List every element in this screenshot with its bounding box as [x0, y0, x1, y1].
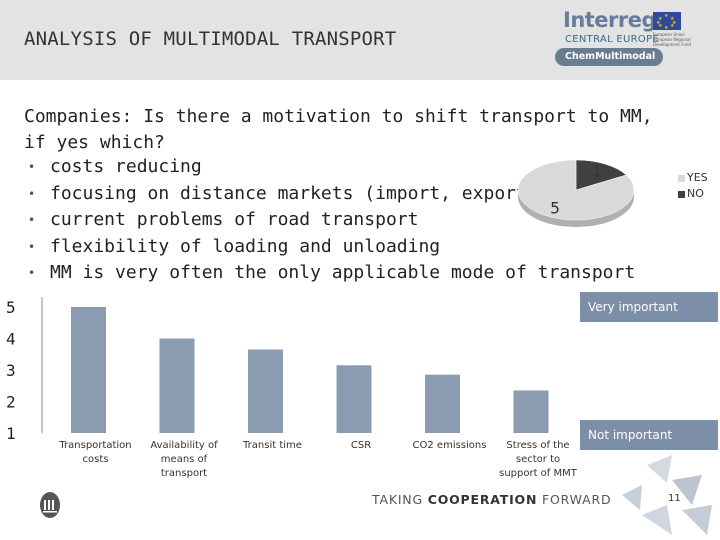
x-tick-label: CO2 emissions: [405, 439, 495, 453]
footer-tagline-start: TAKING: [372, 492, 428, 507]
bar-1: [71, 307, 106, 433]
bar-2: [159, 338, 195, 433]
bullet-item: • costs reducing: [28, 154, 635, 181]
bullet-text: focusing on distance markets (import, ex…: [50, 182, 538, 204]
pie-legend: YES NO: [678, 170, 708, 202]
pie-data-label-yes: 5: [550, 199, 560, 218]
x-tick-label-line: means of: [160, 454, 208, 465]
legend-item-no: NO: [678, 186, 708, 202]
bar-chart: 1 2 3 4 5: [6, 297, 549, 443]
x-tick-label: CSR: [316, 439, 406, 453]
bullet-item: • MM is very often the only applicable mo…: [28, 260, 635, 287]
pie-chart: 15: [517, 159, 635, 227]
bullet-dot-icon: •: [28, 213, 36, 227]
bullet-dot-icon: •: [28, 266, 36, 280]
y-tick-label: 1: [6, 424, 16, 443]
x-tick-label-line: Transit time: [243, 440, 302, 451]
bar-3: [248, 349, 283, 433]
bullet-text: MM is very often the only applicable mod…: [50, 262, 636, 283]
logo-project-pill: ChemMultimodal: [555, 48, 663, 66]
x-tick-label-line: sector to: [515, 454, 561, 465]
decorative-triangles: [622, 455, 712, 535]
bullet-item: • flexibility of loading and unloading: [28, 234, 635, 261]
x-tick-label: Stress of the sector to support of MMT: [493, 439, 583, 481]
bar-6: [513, 390, 549, 433]
logo-region-text: CENTRAL EUROPE: [565, 34, 660, 45]
interreg-logo: Interreg ★ ★ ★ ★ ★ ★ ★ ★ European Union …: [555, 6, 695, 70]
x-tick-label: Transportation costs: [51, 439, 141, 467]
logo-eu-text: European Union European Regional Develop…: [653, 32, 691, 47]
bullet-dot-icon: •: [28, 160, 36, 174]
x-tick-label: Availability of means of transport: [139, 439, 229, 481]
not-important-label: Not important: [580, 420, 718, 450]
legend-swatch-yes: [678, 174, 685, 182]
bullet-list: • costs reducing • focusing on distance ma…: [28, 154, 635, 287]
question-text: Companies: Is there a motivation to shif…: [24, 106, 653, 153]
y-tick-label: 5: [6, 298, 16, 317]
x-tick-label-line: CO2 emissions: [412, 440, 487, 451]
bullet-dot-icon: •: [28, 239, 36, 254]
bullet-text: costs reducing: [50, 156, 202, 177]
y-tick-label: 3: [6, 361, 16, 380]
bullet-item: • current problems of road transport: [28, 207, 635, 234]
x-tick-label-line: Availability of: [150, 440, 218, 451]
legend-item-yes: YES: [678, 170, 708, 186]
legend-label-yes: YES: [687, 171, 708, 184]
x-tick-label-line: CSR: [350, 440, 372, 451]
x-tick-label-line: Stress of the: [506, 440, 570, 451]
legend-label-no: NO: [687, 187, 704, 200]
pie-slice-yes: [517, 159, 635, 221]
legend-swatch-no: [678, 190, 685, 198]
pie-data-label-no: 1: [592, 161, 602, 180]
x-tick-label-line: transport: [160, 468, 208, 479]
header-band: [0, 0, 720, 80]
pie-slice-no: [575, 159, 627, 191]
x-tick-label-line: support of MMT: [499, 468, 577, 479]
bar-4: [336, 365, 372, 433]
y-tick-label: 4: [6, 330, 16, 349]
page-title: ANALYSIS OF MULTIMODAL TRANSPORT: [24, 28, 397, 50]
footer-tagline-bold: COOPERATION: [427, 492, 538, 507]
footer-logo-icon: [40, 492, 60, 518]
footer-tagline-end: FORWARD: [537, 492, 612, 507]
very-important-label: Very important: [580, 292, 718, 322]
footer-tagline: TAKING COOPERATION FORWARD: [372, 492, 611, 507]
page-number: 11: [668, 493, 681, 504]
y-tick-label: 2: [6, 393, 16, 412]
bar-5: [425, 374, 460, 433]
x-tick-label-line: Transportation: [59, 440, 132, 451]
bullet-text: flexibility of loading and unloading: [50, 235, 441, 257]
x-tick-label-line: costs: [82, 454, 109, 465]
logo-interreg-text: Interreg: [563, 8, 657, 32]
eu-flag-icon: ★ ★ ★ ★ ★ ★ ★ ★: [653, 12, 681, 31]
bullet-item: • focusing on distance markets (import, e…: [28, 181, 635, 208]
x-tick-label: Transit time: [228, 439, 318, 453]
bullet-text: current problems of road transport: [50, 209, 419, 230]
bullet-dot-icon: •: [28, 186, 36, 201]
